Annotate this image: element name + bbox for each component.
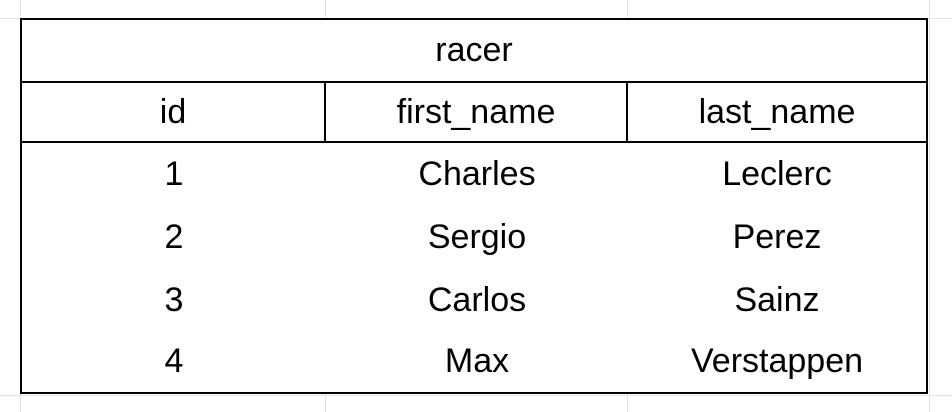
- cell-id[interactable]: 3: [164, 281, 184, 319]
- cell-first-name[interactable]: Sergio: [427, 218, 527, 256]
- table-header-row: id first_name last_name: [22, 83, 926, 143]
- table-title[interactable]: racer: [22, 20, 926, 83]
- table-row: 2 Sergio Perez: [22, 206, 926, 269]
- table-row: 4 Max Verstappen: [22, 330, 926, 393]
- table-row: 3 Carlos Sainz: [22, 269, 926, 332]
- header-cell-id[interactable]: id: [22, 83, 326, 141]
- header-cell-last-name[interactable]: last_name: [698, 92, 856, 131]
- racer-table: racer id first_name last_name 1 Charles …: [20, 18, 928, 394]
- cell-first-name[interactable]: Carlos: [427, 281, 527, 319]
- cell-id[interactable]: 4: [164, 342, 184, 380]
- cell-last-name[interactable]: Sainz: [734, 281, 820, 319]
- grid-line: [929, 0, 930, 412]
- cell-last-name[interactable]: Verstappen: [690, 342, 864, 380]
- cell-first-name[interactable]: Max: [444, 342, 510, 380]
- cell-last-name[interactable]: Leclerc: [722, 155, 832, 193]
- cell-id[interactable]: 2: [164, 218, 184, 256]
- cell-last-name[interactable]: Perez: [732, 218, 822, 256]
- cell-id[interactable]: 1: [164, 155, 184, 193]
- grid-line: [0, 395, 952, 396]
- header-cell-first-name[interactable]: first_name: [326, 83, 628, 141]
- cell-first-name[interactable]: Charles: [418, 155, 536, 193]
- table-row: 1 Charles Leclerc: [22, 143, 926, 206]
